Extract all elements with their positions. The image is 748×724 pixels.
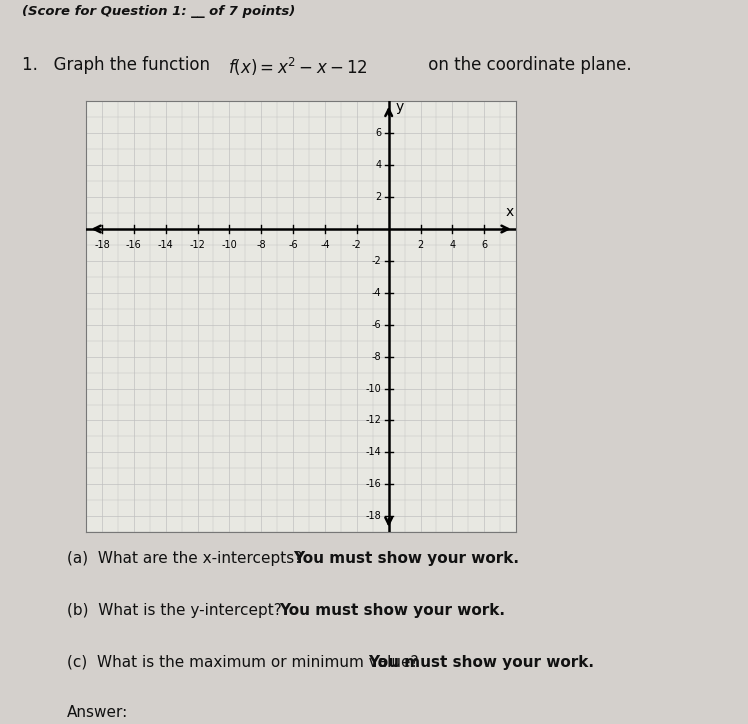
- Text: $f(x) = x^2-x-12$: $f(x) = x^2-x-12$: [228, 56, 368, 78]
- Text: 6: 6: [481, 240, 488, 251]
- Text: -12: -12: [366, 416, 381, 426]
- Text: -18: -18: [366, 511, 381, 521]
- Text: You must show your work.: You must show your work.: [279, 603, 505, 618]
- Text: -8: -8: [372, 352, 381, 361]
- Text: -6: -6: [288, 240, 298, 251]
- Text: 2: 2: [417, 240, 423, 251]
- Text: -4: -4: [320, 240, 330, 251]
- Text: (a)  What are the x-intercepts?: (a) What are the x-intercepts?: [67, 552, 313, 566]
- Text: -8: -8: [257, 240, 266, 251]
- Text: -4: -4: [372, 288, 381, 298]
- Text: x: x: [506, 205, 514, 219]
- Text: (Score for Question 1: __ of 7 points): (Score for Question 1: __ of 7 points): [22, 5, 295, 18]
- Text: -6: -6: [372, 320, 381, 329]
- Text: -16: -16: [126, 240, 141, 251]
- Text: -14: -14: [158, 240, 174, 251]
- Text: on the coordinate plane.: on the coordinate plane.: [423, 56, 631, 74]
- Text: -18: -18: [94, 240, 110, 251]
- Text: 2: 2: [375, 192, 381, 202]
- Text: 6: 6: [375, 128, 381, 138]
- Text: -14: -14: [366, 447, 381, 458]
- Text: -10: -10: [221, 240, 237, 251]
- Text: 4: 4: [450, 240, 456, 251]
- Text: (b)  What is the y-intercept?: (b) What is the y-intercept?: [67, 603, 292, 618]
- Text: 4: 4: [375, 160, 381, 170]
- Text: -12: -12: [189, 240, 206, 251]
- Text: You must show your work.: You must show your work.: [292, 552, 518, 566]
- Text: Answer:: Answer:: [67, 705, 129, 720]
- Text: You must show your work.: You must show your work.: [368, 655, 594, 670]
- Text: y: y: [396, 100, 404, 114]
- Text: -10: -10: [366, 384, 381, 394]
- Text: -16: -16: [366, 479, 381, 489]
- Text: -2: -2: [352, 240, 362, 251]
- Text: 1.   Graph the function: 1. Graph the function: [22, 56, 215, 74]
- Text: (c)  What is the maximum or minimum value?: (c) What is the maximum or minimum value…: [67, 655, 429, 670]
- Text: -2: -2: [372, 256, 381, 266]
